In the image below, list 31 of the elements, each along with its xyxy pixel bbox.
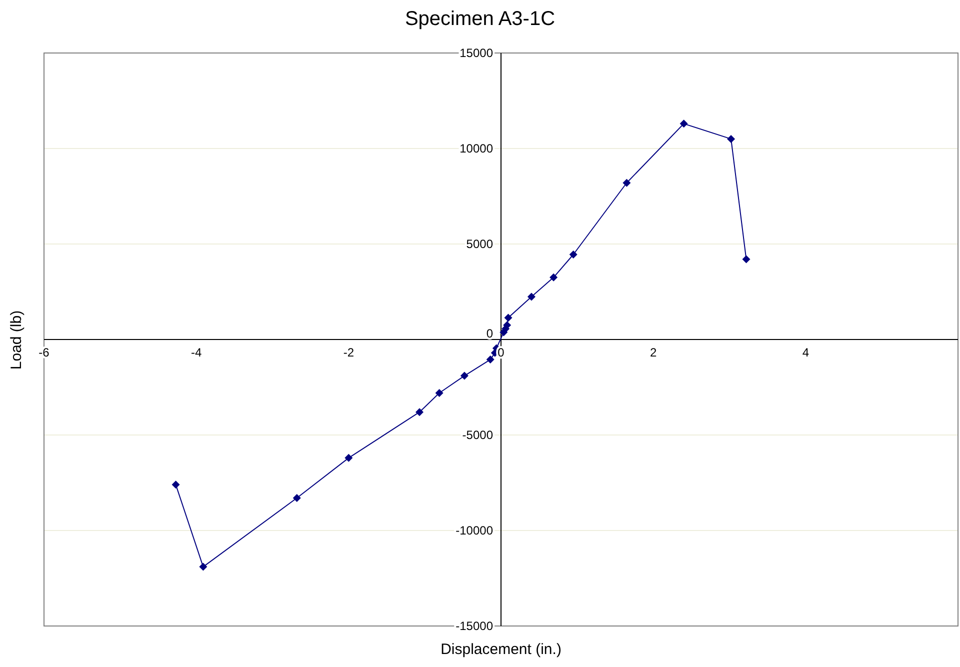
y-tick-label: -10000 [456,524,494,538]
point [486,356,494,364]
point [680,120,688,128]
x-tick-label: 2 [650,346,657,360]
x-tick-label: 4 [802,346,810,360]
x-tick-label: -6 [38,346,50,360]
y-tick-label: -15000 [456,619,494,633]
x-tick-label: -4 [190,346,202,360]
point [504,314,512,322]
y-tick-label: 10000 [460,142,494,156]
point [435,388,444,397]
point [460,372,468,380]
point [172,480,180,489]
point [416,408,424,416]
y-tick-label: 0 [486,326,494,340]
point [727,134,736,143]
point [199,562,208,571]
point [742,255,750,264]
y-tick-label: -5000 [462,428,494,442]
point [550,273,558,282]
y-tick-label: 5000 [466,237,494,251]
point [569,250,578,259]
y-tick-label: 15000 [460,46,494,60]
point [292,494,301,502]
point [344,454,353,462]
chart-title: Specimen A3-1C [404,8,556,31]
y-axis-title: Load (lb) [8,308,26,372]
x-tick-label: -2 [343,346,354,360]
point [527,292,536,301]
point [622,178,631,187]
x-axis-title: Displacement (in.) [440,641,562,658]
